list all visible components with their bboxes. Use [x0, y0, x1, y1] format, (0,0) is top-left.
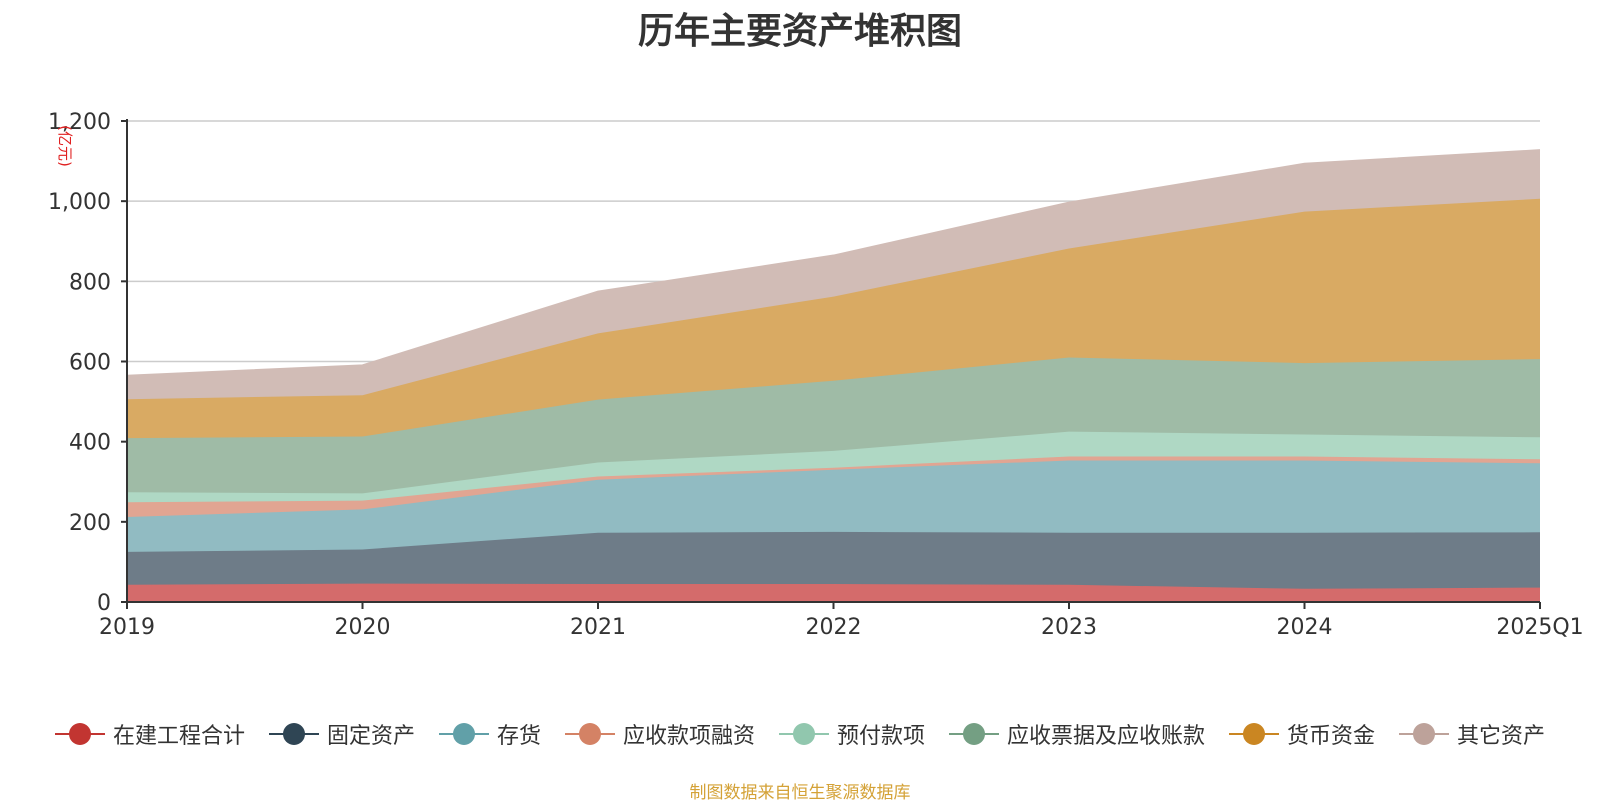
legend-label-2: 存货: [496, 724, 541, 749]
legend-item-5[interactable]: 应收票据及应收账款: [949, 718, 1205, 750]
legend-label-1: 固定资产: [326, 724, 415, 749]
y-tick-label-400: 400: [69, 431, 111, 456]
area-series-6: [127, 198, 1540, 439]
y-tick-label-800: 800: [69, 270, 111, 295]
y-axis-unit-label: (亿元): [56, 125, 74, 167]
area-series-0: [127, 583, 1540, 602]
legend-label-3: 应收款项融资: [622, 724, 755, 749]
legend-label-0: 在建工程合计: [112, 724, 245, 749]
data-source-note: 制图数据来自恒生聚源数据库: [689, 783, 911, 803]
area-series-5: [127, 357, 1540, 494]
chart-legend: 在建工程合计 固定资产 存货 应收款项融资 预付款项 应收票据及应收账款 货币资金 其它资产: [0, 718, 1600, 750]
legend-label-5: 应收票据及应收账款: [1007, 724, 1206, 749]
y-tick-label-1000: 1,000: [48, 190, 111, 215]
x-tick-label-4: 2023: [1041, 615, 1097, 640]
legend-marker-1: [268, 722, 319, 746]
legend-marker-3: [564, 722, 615, 746]
legend-label-6: 货币资金: [1287, 724, 1376, 749]
x-tick-label-5: 2024: [1277, 615, 1333, 640]
legend-marker-0: [54, 722, 105, 746]
legend-item-0[interactable]: 在建工程合计: [54, 718, 245, 750]
legend-item-6[interactable]: 货币资金: [1229, 718, 1375, 750]
legend-marker-6: [1229, 722, 1280, 746]
stacked-area-chart: 0 200 400 600 800 1,000 1,200 2019 2020 2021 2022 2…: [48, 110, 1584, 640]
legend-marker-7: [1399, 722, 1450, 746]
area-series-4: [127, 431, 1540, 503]
y-tick-label-0: 0: [97, 591, 111, 616]
y-tick-label-600: 600: [69, 351, 111, 376]
legend-marker-2: [438, 722, 489, 746]
chart-title: 历年主要资产堆积图: [637, 11, 962, 52]
legend-label-4: 预付款项: [837, 724, 926, 749]
legend-item-4[interactable]: 预付款项: [779, 718, 925, 750]
area-series-2: [127, 460, 1540, 552]
y-tick-label-200: 200: [69, 511, 111, 536]
y-tick-label-1200: 1,200: [48, 110, 111, 135]
legend-item-7[interactable]: 其它资产: [1399, 718, 1545, 750]
legend-marker-5: [949, 722, 1000, 746]
legend-item-3[interactable]: 应收款项融资: [564, 718, 755, 750]
area-series-7: [127, 149, 1540, 400]
legend-marker-4: [779, 722, 829, 746]
x-tick-label-0: 2019: [99, 615, 155, 640]
x-tick-label-6: 2025Q1: [1496, 615, 1583, 640]
x-tick-label-1: 2020: [335, 615, 391, 640]
legend-item-2[interactable]: 存货: [438, 718, 541, 750]
area-series-1: [127, 531, 1540, 589]
area-edge-7: [126, 149, 1541, 377]
x-tick-label-2: 2021: [570, 615, 626, 640]
legend-item-1[interactable]: 固定资产: [268, 718, 415, 750]
area-series-3: [127, 456, 1540, 517]
legend-label-7: 其它资产: [1457, 724, 1546, 749]
x-tick-label-3: 2022: [806, 615, 862, 640]
